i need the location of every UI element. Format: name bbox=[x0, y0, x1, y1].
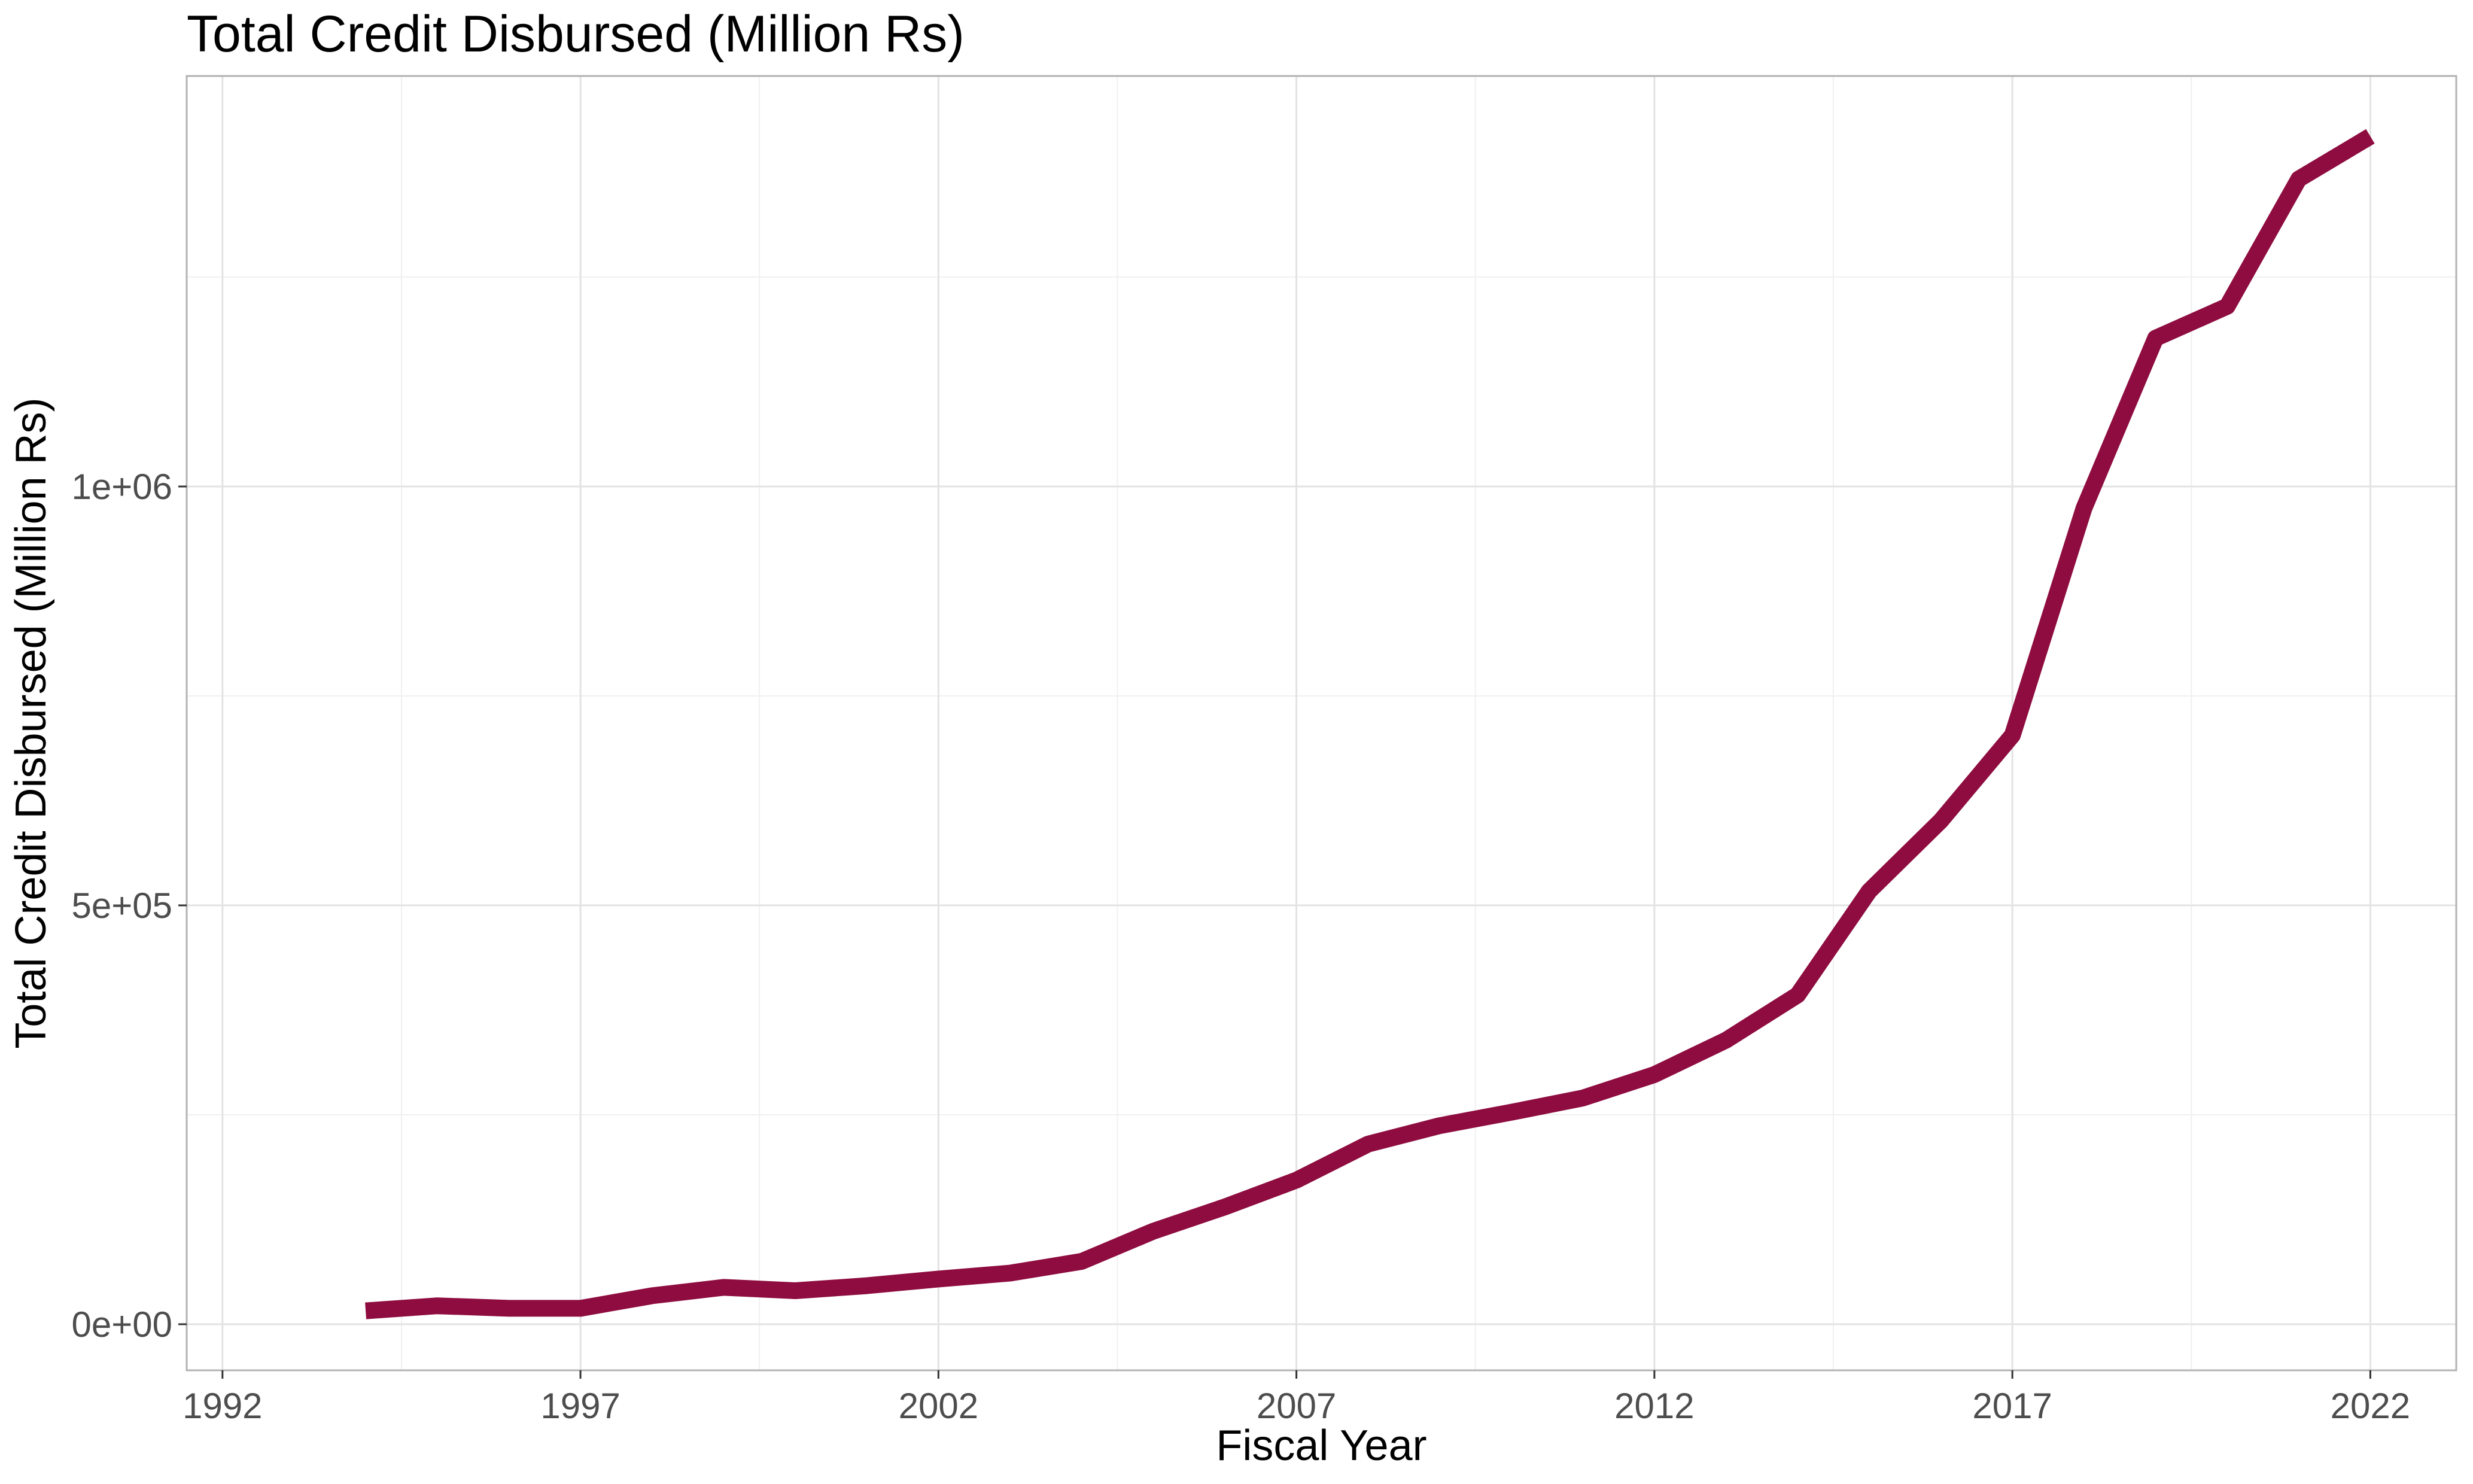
x-tick-label: 1992 bbox=[182, 1386, 262, 1426]
gridlines bbox=[187, 76, 2456, 1370]
x-tick-label: 2002 bbox=[899, 1386, 978, 1426]
x-axis-tick-labels: 1992 1997 2002 2007 2012 2017 2022 bbox=[182, 1370, 2410, 1426]
x-tick-label: 2022 bbox=[2331, 1386, 2410, 1426]
y-axis-tick-labels: 0e+00 5e+05 1e+06 bbox=[71, 467, 187, 1345]
series-line bbox=[365, 129, 2375, 1319]
series-layer bbox=[365, 129, 2375, 1319]
y-tick-label: 5e+05 bbox=[71, 886, 172, 926]
x-tick-label: 2007 bbox=[1257, 1386, 1336, 1426]
plot-panel-border bbox=[185, 75, 2457, 1372]
x-tick-label: 1997 bbox=[540, 1386, 620, 1426]
y-tick-label: 1e+06 bbox=[71, 467, 172, 507]
x-axis-title: Fiscal Year bbox=[1216, 1422, 1426, 1470]
x-tick-label: 2017 bbox=[1972, 1386, 2052, 1426]
y-tick-label: 0e+00 bbox=[71, 1304, 172, 1345]
y-axis-title: Total Credit Disbursed (Million Rs) bbox=[7, 397, 55, 1048]
chart-title: Total Credit Disbursed (Million Rs) bbox=[187, 5, 965, 63]
x-tick-label: 2012 bbox=[1614, 1386, 1694, 1426]
